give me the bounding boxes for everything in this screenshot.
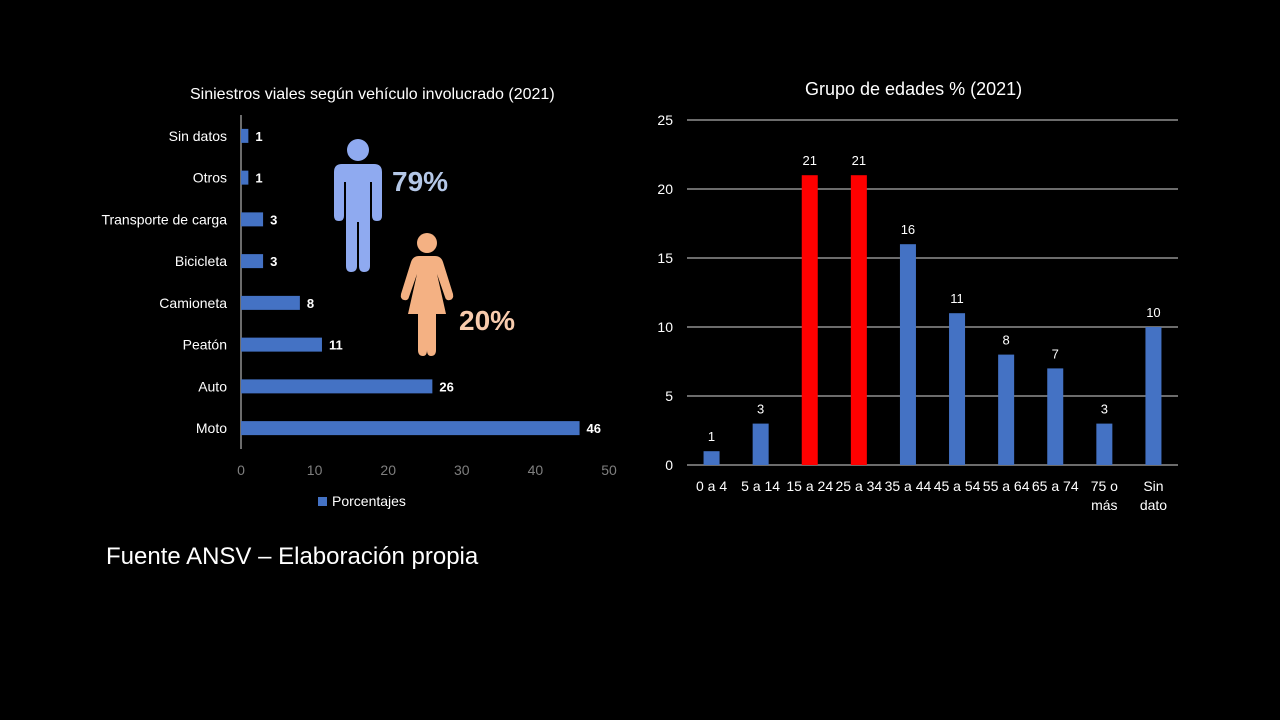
data-label: 21	[803, 153, 817, 168]
x-tick-label: 10	[307, 462, 323, 478]
age-bar-chart: 0 5 10 15 20 25 1 0 a 4 3 5 a 14 21 15 a 24 21 25 a 3…	[657, 112, 1178, 513]
data-label: 1	[255, 129, 262, 144]
y-tick-label: 25	[657, 112, 673, 128]
bar	[1096, 423, 1113, 465]
male-person-icon	[334, 139, 382, 272]
data-label: 16	[901, 222, 915, 237]
category-label: 75 o	[1091, 478, 1118, 494]
x-tick-label: 40	[528, 462, 544, 478]
bar	[241, 337, 322, 352]
category-label: Peatón	[183, 337, 227, 353]
y-tick-label: 10	[657, 319, 673, 335]
category-label: Bicicleta	[175, 253, 227, 269]
bar	[801, 175, 818, 465]
female-percentage: 20%	[459, 305, 516, 336]
bar	[241, 170, 249, 185]
category-label: más	[1091, 497, 1117, 513]
male-percentage: 79%	[392, 166, 449, 197]
data-label: 1	[708, 429, 715, 444]
category-label: Camioneta	[159, 295, 227, 311]
data-label: 3	[270, 254, 277, 269]
data-label: 46	[587, 421, 601, 436]
x-tick-label: 30	[454, 462, 470, 478]
category-label: Sin datos	[169, 128, 227, 144]
data-label: 7	[1052, 346, 1059, 361]
category-label: Sin	[1143, 478, 1163, 494]
category-label: Otros	[193, 170, 227, 186]
y-tick-label: 5	[665, 388, 673, 404]
bar	[899, 244, 916, 465]
vehicle-chart-title: Siniestros viales según vehículo involuc…	[190, 86, 555, 103]
bar	[850, 175, 867, 465]
category-label: 15 a 24	[786, 478, 833, 494]
data-label: 11	[950, 291, 964, 306]
data-label: 1	[255, 171, 262, 186]
bar	[241, 254, 264, 269]
age-chart-title: Grupo de edades % (2021)	[805, 79, 1023, 99]
category-label: 0 a 4	[696, 478, 727, 494]
category-label: 5 a 14	[741, 478, 780, 494]
bar	[752, 423, 769, 465]
female-person-icon	[400, 233, 454, 356]
vehicle-bar-chart: Sin datos 1 Otros 1 Transporte de carga 3 Bici…	[101, 115, 617, 478]
x-tick-label: 0	[237, 462, 245, 478]
y-tick-label: 15	[657, 250, 673, 266]
data-label: 8	[307, 296, 314, 311]
category-label: Auto	[198, 378, 227, 394]
data-label: 21	[852, 153, 866, 168]
category-label: Transporte de carga	[101, 211, 227, 227]
x-tick-label: 50	[601, 462, 617, 478]
bar	[241, 379, 433, 394]
data-label: 8	[1003, 333, 1010, 348]
bar	[1047, 368, 1064, 465]
bar	[241, 212, 264, 227]
category-label: 65 a 74	[1032, 478, 1079, 494]
bar	[241, 128, 249, 143]
category-label: Moto	[196, 420, 227, 436]
legend-label: Porcentajes	[332, 493, 406, 509]
bar	[241, 421, 580, 436]
data-label: 10	[1146, 305, 1160, 320]
category-label: 35 a 44	[885, 478, 932, 494]
data-label: 26	[439, 379, 453, 394]
data-label: 11	[329, 338, 343, 353]
bar	[1145, 327, 1162, 465]
y-tick-label: 20	[657, 181, 673, 197]
category-label: 45 a 54	[934, 478, 981, 494]
source-note: Fuente ANSV – Elaboración propia	[106, 543, 479, 570]
data-label: 3	[1101, 402, 1108, 417]
y-tick-label: 0	[665, 457, 673, 473]
category-label: dato	[1140, 497, 1167, 513]
category-label: 55 a 64	[983, 478, 1030, 494]
category-label: 25 a 34	[835, 478, 882, 494]
data-label: 3	[757, 402, 764, 417]
vehicle-chart-legend: Porcentajes	[318, 493, 406, 509]
bar	[998, 354, 1015, 465]
x-tick-label: 20	[380, 462, 396, 478]
legend-swatch	[318, 496, 327, 506]
bar	[703, 451, 720, 465]
bar	[241, 295, 300, 310]
data-label: 3	[270, 212, 277, 227]
bar	[949, 313, 966, 465]
